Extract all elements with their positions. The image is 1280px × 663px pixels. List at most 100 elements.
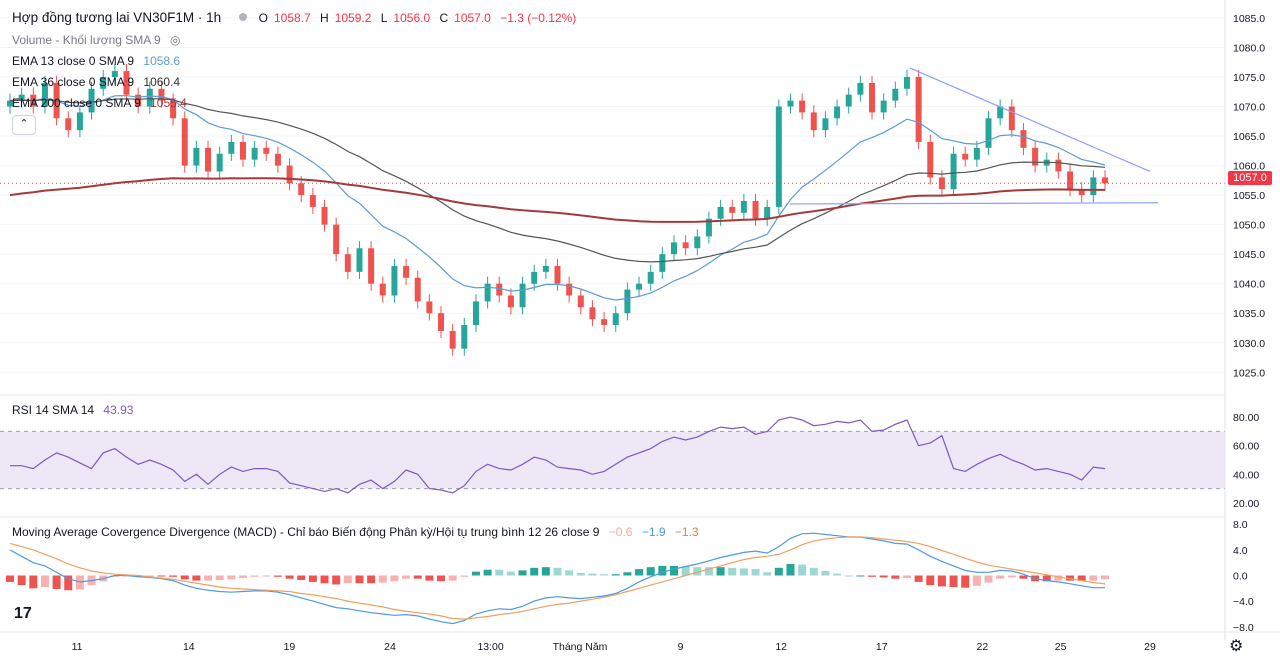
ema13-line xyxy=(9,94,1106,301)
macd-histogram-bar xyxy=(786,563,795,576)
ema13-label: EMA 13 close 0 SMA 9 xyxy=(12,54,135,68)
macd-histogram-bar xyxy=(541,567,550,576)
volume-legend[interactable]: Volume - Khối lượng SMA 9 ◎ xyxy=(12,33,186,47)
ema13-value: 1058.6 xyxy=(143,54,181,68)
candle-body xyxy=(659,254,666,272)
macd-signal-line xyxy=(9,536,1106,620)
macd-histogram-bar xyxy=(425,575,434,581)
close-value: 1057.0 xyxy=(454,11,491,25)
candle-body xyxy=(65,118,72,131)
candle-body xyxy=(228,141,235,154)
macd-histogram-bar xyxy=(29,575,38,589)
price-tick-label: 1070.0 xyxy=(1233,102,1265,114)
time-tick-label: 22 xyxy=(977,641,989,653)
ema200-value: 1055.4 xyxy=(150,96,187,110)
macd-histogram-bar xyxy=(844,575,853,577)
symbol-title[interactable]: Hợp đồng tương lai VN30F1M · 1h xyxy=(12,10,222,25)
low-label: L xyxy=(380,11,388,25)
candle-body xyxy=(286,165,293,184)
candle-body xyxy=(391,265,398,296)
open-value: 1058.7 xyxy=(273,11,311,25)
price-tick-label: 1085.0 xyxy=(1233,13,1265,25)
close-label: C xyxy=(439,11,449,25)
rsi-tick-label: 60.00 xyxy=(1233,441,1259,453)
candle-body xyxy=(601,319,608,326)
chevron-up-icon[interactable]: ⌃ xyxy=(12,115,36,135)
candle-body xyxy=(7,100,13,107)
ema13-legend[interactable]: EMA 13 close 0 SMA 9 1058.6 xyxy=(12,54,186,68)
candle-body xyxy=(1078,189,1085,196)
candle-body xyxy=(100,76,107,89)
candle-body xyxy=(1055,159,1062,172)
ema36-label: EMA 36 close 0 SMA 9 xyxy=(12,75,135,89)
candle-body xyxy=(997,106,1004,119)
macd-histogram-bar xyxy=(378,575,387,583)
candle-body xyxy=(927,141,934,178)
candle-body xyxy=(181,118,188,166)
time-tick-label: 17 xyxy=(876,641,888,653)
macd-histogram-bar xyxy=(716,567,725,576)
candle-body xyxy=(309,195,316,207)
macd-tick-label: −8.0 xyxy=(1233,622,1254,634)
time-tick-label: 9 xyxy=(678,641,684,653)
candle-body xyxy=(903,76,910,89)
candle-body xyxy=(321,206,328,225)
time-tick-label: 29 xyxy=(1144,641,1156,653)
macd-histogram-bar xyxy=(565,570,574,576)
macd-histogram-bar xyxy=(285,575,294,579)
macd-panel[interactable] xyxy=(6,532,1109,625)
rsi-line xyxy=(10,416,1106,494)
candle-body xyxy=(88,88,95,113)
macd-histogram-bar xyxy=(879,575,888,578)
macd-histogram-bar xyxy=(961,575,970,588)
gear-icon[interactable]: ⚙ xyxy=(1229,638,1244,655)
macd-histogram-bar xyxy=(926,575,935,586)
ema200-line xyxy=(9,177,1105,223)
macd-histogram-bar xyxy=(728,567,737,576)
ema36-legend[interactable]: EMA 36 close 0 SMA 9 1060.4 xyxy=(12,75,186,89)
candle-body xyxy=(135,94,142,107)
macd-legend[interactable]: Moving Average Covergence Divergence (MA… xyxy=(12,525,705,539)
ema200-label: EMA 200 close 0 SMA 9 xyxy=(12,96,141,110)
candle-body xyxy=(449,330,456,349)
candle-body xyxy=(1090,177,1097,196)
tradingview-logo-icon[interactable]: 17 xyxy=(14,605,32,622)
candle-body xyxy=(880,100,887,113)
macd-histogram-bar xyxy=(1077,575,1086,581)
candle-body xyxy=(1032,147,1039,166)
candle-body xyxy=(379,283,386,296)
price-tick-label: 1080.0 xyxy=(1233,42,1265,54)
macd-histogram-bar xyxy=(437,575,446,582)
price-panel[interactable] xyxy=(0,63,1225,356)
macd-histogram-bar xyxy=(448,575,457,581)
ema200-legend[interactable]: EMA 200 close 0 SMA 9 1055.4 xyxy=(12,96,193,110)
candle-body xyxy=(950,153,957,190)
macd-histogram-bar xyxy=(40,575,49,588)
macd-histogram-bar xyxy=(669,565,678,576)
rsi-panel[interactable] xyxy=(0,416,1225,494)
candle-body xyxy=(344,254,351,272)
macd-histogram-bar xyxy=(821,571,830,576)
macd-histogram-bar xyxy=(204,575,213,581)
rsi-legend[interactable]: RSI 14 SMA 14 43.93 xyxy=(12,403,139,417)
macd-histogram-bar xyxy=(227,575,236,580)
macd-histogram-bar xyxy=(1066,575,1075,581)
candle-body xyxy=(694,236,701,249)
macd-histogram-bar xyxy=(984,575,993,583)
macd-histogram-bar xyxy=(262,575,271,577)
candle-body xyxy=(461,325,468,349)
eye-off-icon[interactable]: ◎ xyxy=(169,33,181,47)
macd-histogram-bar xyxy=(553,567,562,576)
macd-histogram-bar xyxy=(868,575,877,577)
candle-body xyxy=(577,295,584,308)
price-tick-label: 1030.0 xyxy=(1233,338,1265,350)
macd-histogram-bar xyxy=(495,569,504,576)
macd-histogram-bar xyxy=(471,571,480,576)
macd-histogram-bar xyxy=(914,575,923,582)
candle-body xyxy=(670,242,677,255)
time-tick-label: Tháng Năm xyxy=(553,641,608,653)
candle-body xyxy=(1102,177,1108,184)
macd-histogram-bar xyxy=(996,575,1005,579)
macd-histogram-bar xyxy=(809,567,818,576)
